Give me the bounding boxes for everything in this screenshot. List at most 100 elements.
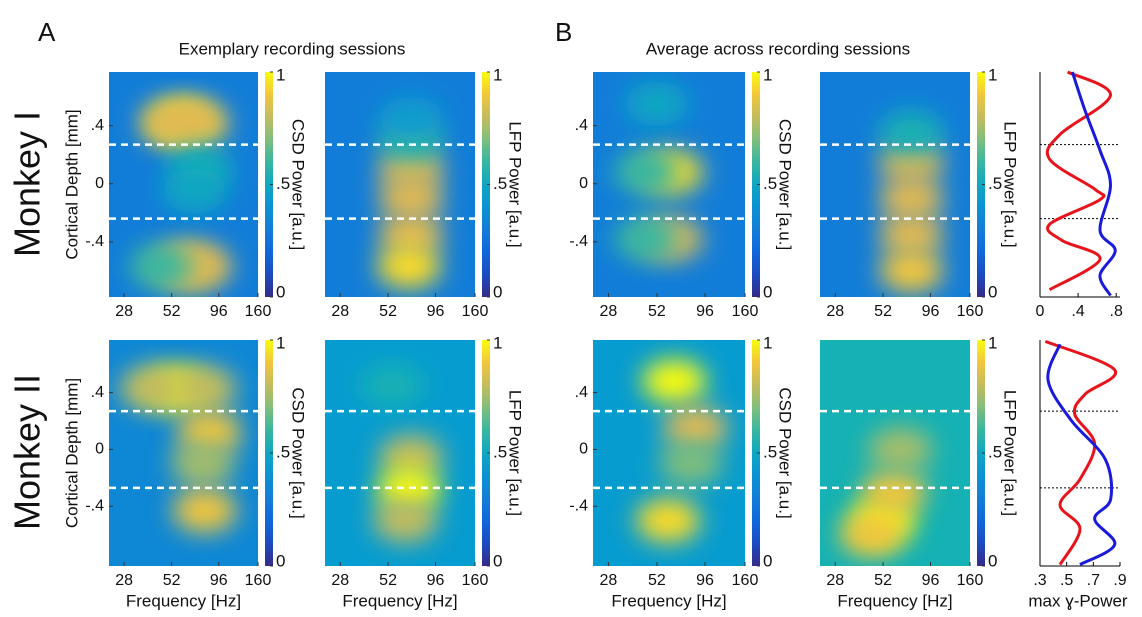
hotspot (128, 244, 193, 289)
colorbar-tick-label: 0 (763, 282, 772, 301)
x-tick-label: 28 (115, 572, 133, 589)
x-tick-label: .4 (1071, 303, 1084, 320)
x-tick-label: 96 (427, 572, 445, 589)
colorbar-tick-label: 0 (276, 282, 285, 301)
x-tick-label: 52 (874, 572, 892, 589)
x-axis-label: Frequency [Hz] (837, 591, 952, 610)
hotspot (839, 512, 904, 557)
heatmap (325, 340, 475, 566)
hotspot (879, 212, 944, 257)
y-tick-label: -.4 (85, 498, 104, 515)
x-tick-label: 160 (732, 303, 759, 320)
heatmap (593, 340, 745, 566)
colorbar-tick-label: 0 (493, 551, 502, 570)
colorbar (752, 72, 760, 297)
x-tick-label: 160 (462, 303, 489, 320)
x-tick-label: 28 (826, 572, 844, 589)
hotspot (376, 244, 441, 289)
x-tick-label: 52 (379, 303, 397, 320)
x-tick-label: 52 (648, 572, 666, 589)
hotspot (172, 488, 237, 533)
hotspot (879, 110, 944, 155)
colorbar-tick-label: 1 (493, 333, 502, 352)
y-tick-label: 0 (95, 441, 104, 458)
x-tick-label: .5 (1060, 572, 1073, 589)
x-tick-label: .8 (1110, 303, 1123, 320)
panel-title: Average across recording sessions (646, 39, 910, 58)
x-axis-label: Frequency [Hz] (611, 591, 726, 610)
x-tick-label: 96 (922, 303, 940, 320)
x-tick-label: 96 (210, 303, 228, 320)
x-tick-label: 96 (210, 572, 228, 589)
x-tick-label: 96 (696, 572, 714, 589)
heatmap (109, 340, 258, 566)
colorbar-tick-label: 0 (276, 551, 285, 570)
row-label: Monkey I (7, 111, 48, 257)
colorbar-label: CSD Power [a.u.] (776, 119, 795, 250)
colorbar-tick-label: .5 (493, 174, 507, 193)
x-tick-label: 160 (957, 572, 984, 589)
colorbar-tick-label: .5 (276, 442, 290, 461)
colorbar (752, 340, 760, 566)
x-tick-label: .3 (1033, 572, 1046, 589)
colorbar-tick-label: 1 (276, 65, 285, 84)
x-axis-label: Frequency [Hz] (342, 591, 457, 610)
colorbar-tick-label: 1 (988, 65, 997, 84)
hotspot (879, 176, 944, 221)
x-tick-label: 160 (732, 572, 759, 589)
y-tick-label: 0 (579, 441, 588, 458)
x-tick-label: 28 (826, 303, 844, 320)
heatmap (820, 340, 970, 566)
panel-title: Exemplary recording sessions (179, 39, 406, 58)
panel-label: A (38, 17, 56, 47)
y-tick-label: -.4 (569, 498, 588, 515)
y-axis-label: Cortical Depth [mm] (62, 109, 81, 259)
colorbar-tick-label: 1 (763, 333, 772, 352)
profile-line (1045, 70, 1112, 292)
hotspot (879, 248, 944, 293)
y-axis-label: Cortical Depth [mm] (62, 378, 81, 528)
x-tick-label: 52 (163, 303, 181, 320)
x-tick-label: 28 (600, 303, 618, 320)
hotspot (379, 212, 444, 257)
hotspot (119, 366, 184, 411)
hotspot (636, 498, 701, 543)
hotspot (613, 216, 678, 261)
hotspot (170, 441, 235, 486)
y-tick-label: .4 (91, 117, 104, 134)
colorbar-tick-label: 1 (988, 333, 997, 352)
colorbar-tick-label: 1 (763, 65, 772, 84)
x-tick-label: 160 (245, 572, 272, 589)
hotspot (663, 406, 728, 451)
colorbar (265, 340, 273, 566)
hotspot (376, 467, 441, 512)
hotspot (868, 427, 933, 472)
colorbar (482, 340, 490, 566)
profile-line (1070, 71, 1117, 297)
y-tick-label: .4 (575, 117, 588, 134)
x-tick-label: 28 (600, 572, 618, 589)
hotspot (642, 359, 707, 404)
hotspot (379, 176, 444, 221)
colorbar-tick-label: .5 (763, 442, 777, 461)
hotspot (379, 96, 444, 141)
x-tick-label: 28 (331, 572, 349, 589)
colorbar-label: LFP Power [a.u.] (1001, 390, 1020, 516)
x-tick-label: 52 (379, 572, 397, 589)
hotspot (172, 366, 237, 411)
hotspot (862, 470, 927, 515)
x-tick-label: 28 (331, 303, 349, 320)
colorbar-tick-label: 0 (988, 551, 997, 570)
x-tick-label: 96 (696, 303, 714, 320)
x-tick-label: 52 (163, 572, 181, 589)
colorbar-label: CSD Power [a.u.] (289, 387, 308, 518)
colorbar-tick-label: .5 (988, 174, 1002, 193)
colorbar-tick-label: 0 (763, 551, 772, 570)
colorbar-label: LFP Power [a.u.] (506, 390, 525, 516)
x-tick-label: 96 (427, 303, 445, 320)
colorbar-tick-label: .5 (988, 442, 1002, 461)
colorbar (977, 340, 985, 566)
colorbar-tick-label: .5 (763, 174, 777, 193)
colorbar-tick-label: 0 (988, 282, 997, 301)
y-tick-label: 0 (579, 175, 588, 192)
